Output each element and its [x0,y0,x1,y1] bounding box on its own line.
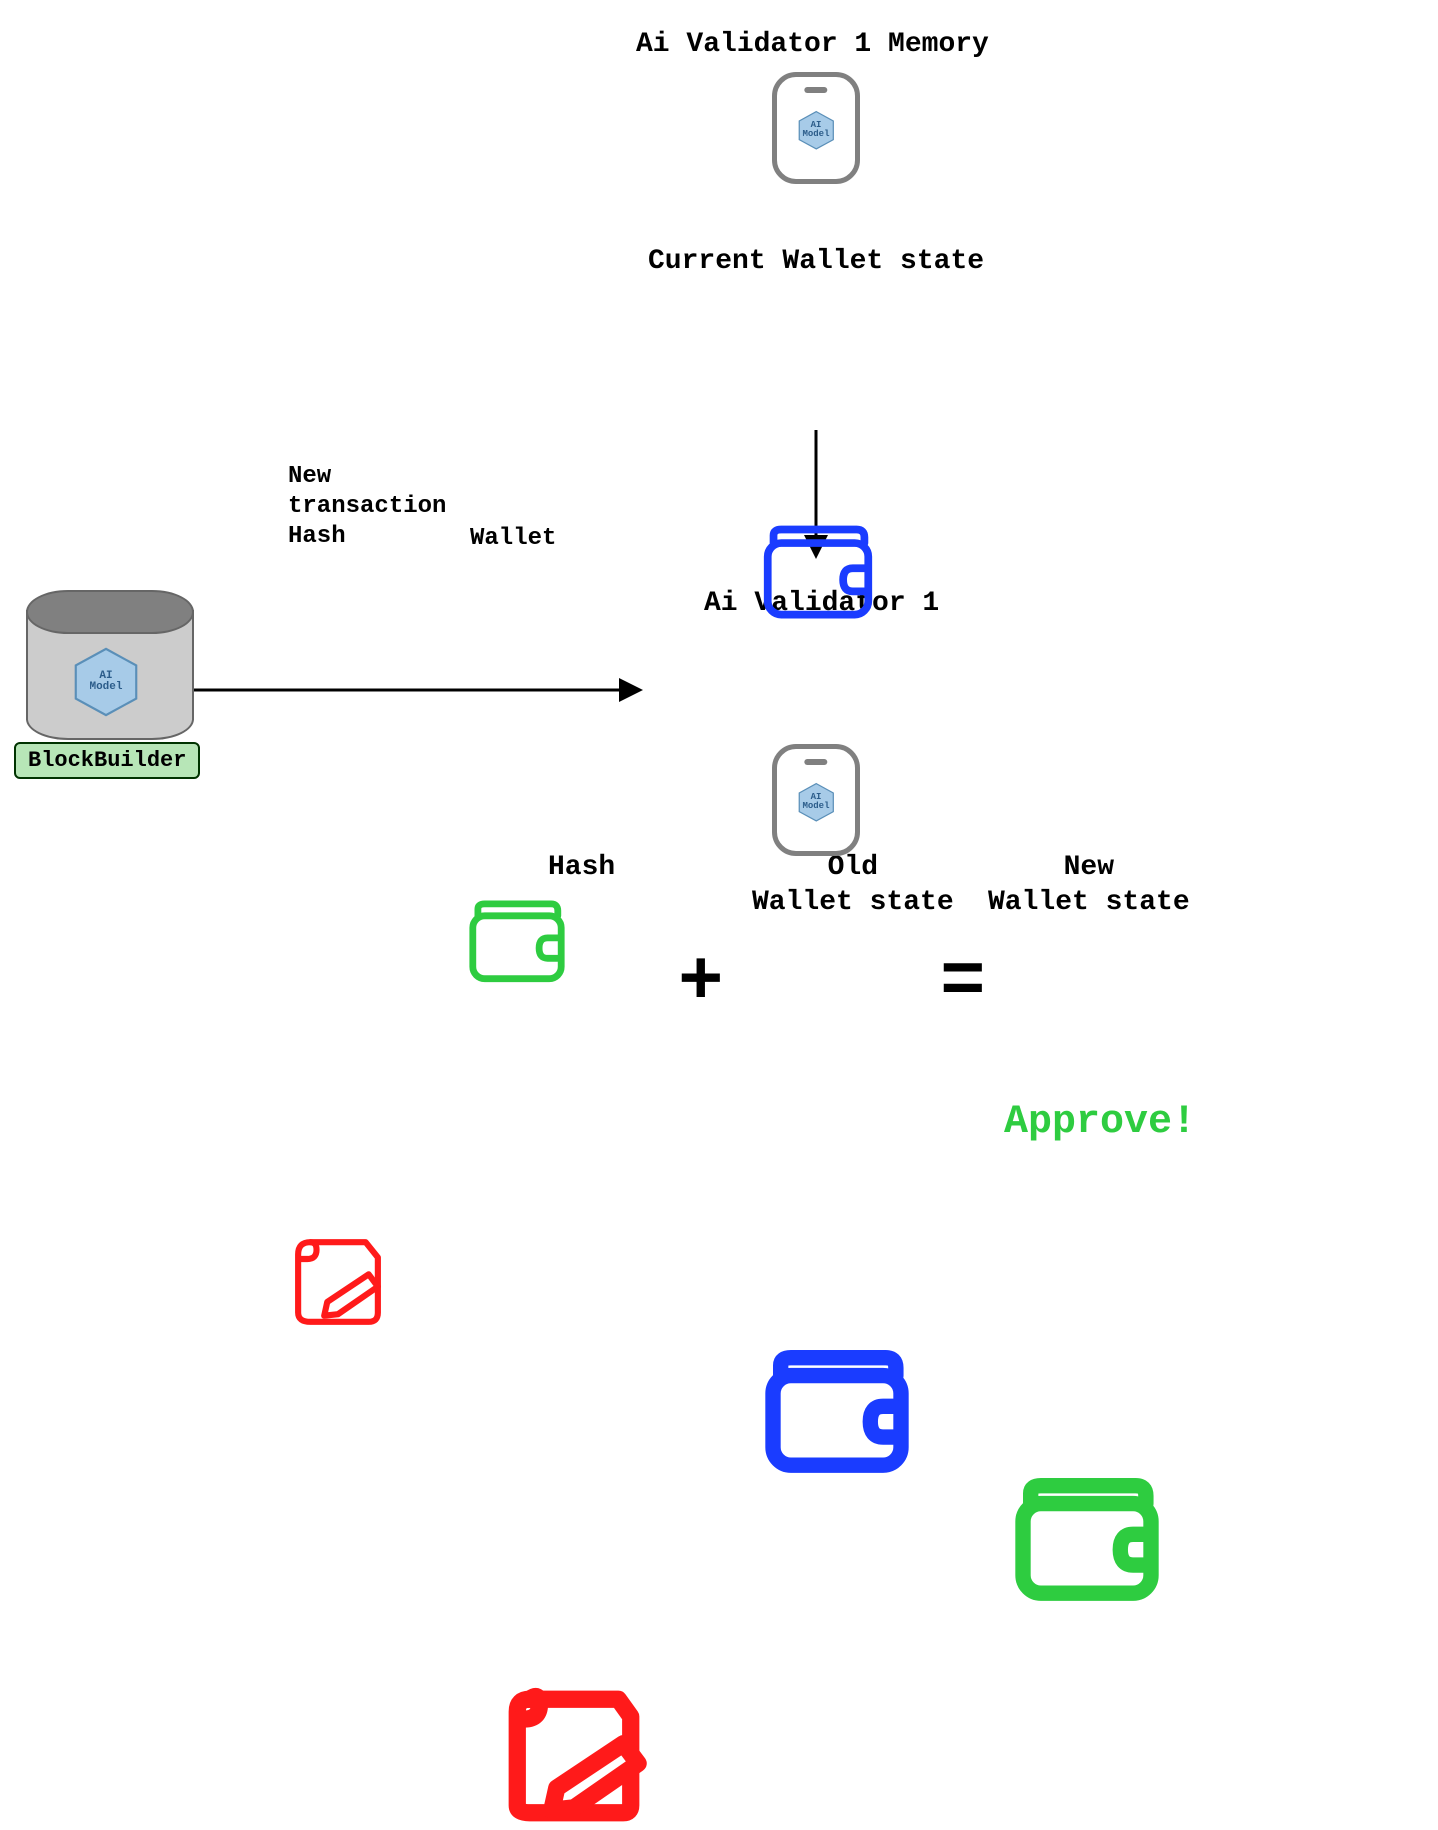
plus-operator: + [678,940,724,1026]
ai-badge-line2: Model [89,682,122,693]
new-transaction-hash-label: New transaction Hash [288,462,446,552]
wallet-label: Wallet [470,524,556,554]
device-speaker-icon [804,87,827,93]
wallet-green-icon [1010,1478,1164,1606]
hash-document-icon [292,1236,384,1328]
validator-memory-title: Ai Validator 1 Memory [636,27,989,62]
ai-model-hex-icon: AI Model [796,110,837,151]
ai-badge-line2: Model [802,130,829,139]
wallet-green-icon [466,900,568,986]
validator-diagram: Ai Validator 1 Memory Current Wallet sta… [0,0,1438,1228]
validator-device-icon: AI Model [772,744,860,856]
hash-document-icon [500,1682,648,1830]
validator-memory-device-icon: AI Model [772,72,860,184]
current-wallet-state-label: Current Wallet state [648,244,984,279]
equals-operator: = [940,940,986,1026]
device-speaker-icon [804,759,827,765]
wallet-blue-icon [760,524,876,624]
wallet-blue-icon [760,1350,914,1478]
hash-label: Hash [548,850,615,885]
new-wallet-state-label: New Wallet state [988,850,1190,920]
ai-model-hex-icon: AI Model [70,646,142,718]
old-wallet-state-label: Old Wallet state [752,850,954,920]
ai-model-hex-icon: AI Model [796,782,837,823]
approve-label: Approve! [1004,1100,1196,1145]
ai-badge-line2: Model [802,802,829,811]
blockbuilder-tag: BlockBuilder [14,742,200,779]
